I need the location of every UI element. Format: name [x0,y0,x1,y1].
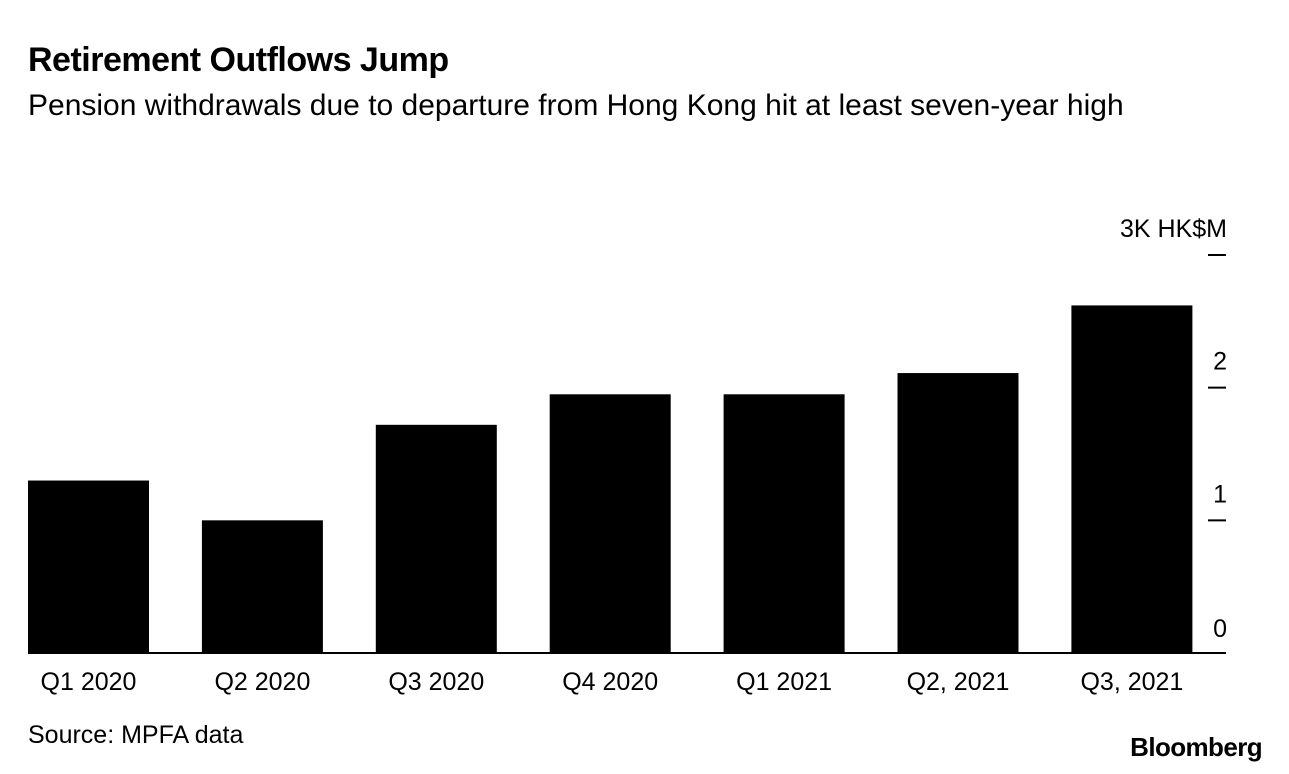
chart-subtitle: Pension withdrawals due to departure fro… [28,89,1124,122]
y-tick-label: 0 [1213,615,1227,643]
bar-q2-2021 [897,373,1019,653]
bar-q3-2021 [1071,305,1193,653]
x-tick-label: Q1 2021 [736,668,832,696]
x-tick-label: Q2, 2021 [907,668,1010,696]
bar-q4-2020 [549,394,671,653]
x-tick-label: Q3, 2021 [1080,668,1183,696]
x-tick-label: Q2 2020 [214,668,310,696]
bloomberg-logo: Bloomberg [1130,732,1262,762]
x-tick-label: Q4 2020 [562,668,658,696]
source-note: Source: MPFA data [28,721,244,749]
bar-q1-2020 [28,480,149,653]
x-tick-label: Q3 2020 [388,668,484,696]
bar-q2-2020 [201,520,323,653]
y-tick-label: 2 [1213,348,1227,376]
bar-q1-2021 [723,394,845,653]
y-tick-label: 1 [1213,480,1227,508]
y-tick-label: 3K HK$M [1120,215,1227,243]
bar-q3-2020 [375,424,497,653]
x-tick-label: Q1 2020 [41,668,137,696]
chart-title: Retirement Outflows Jump [28,41,449,79]
